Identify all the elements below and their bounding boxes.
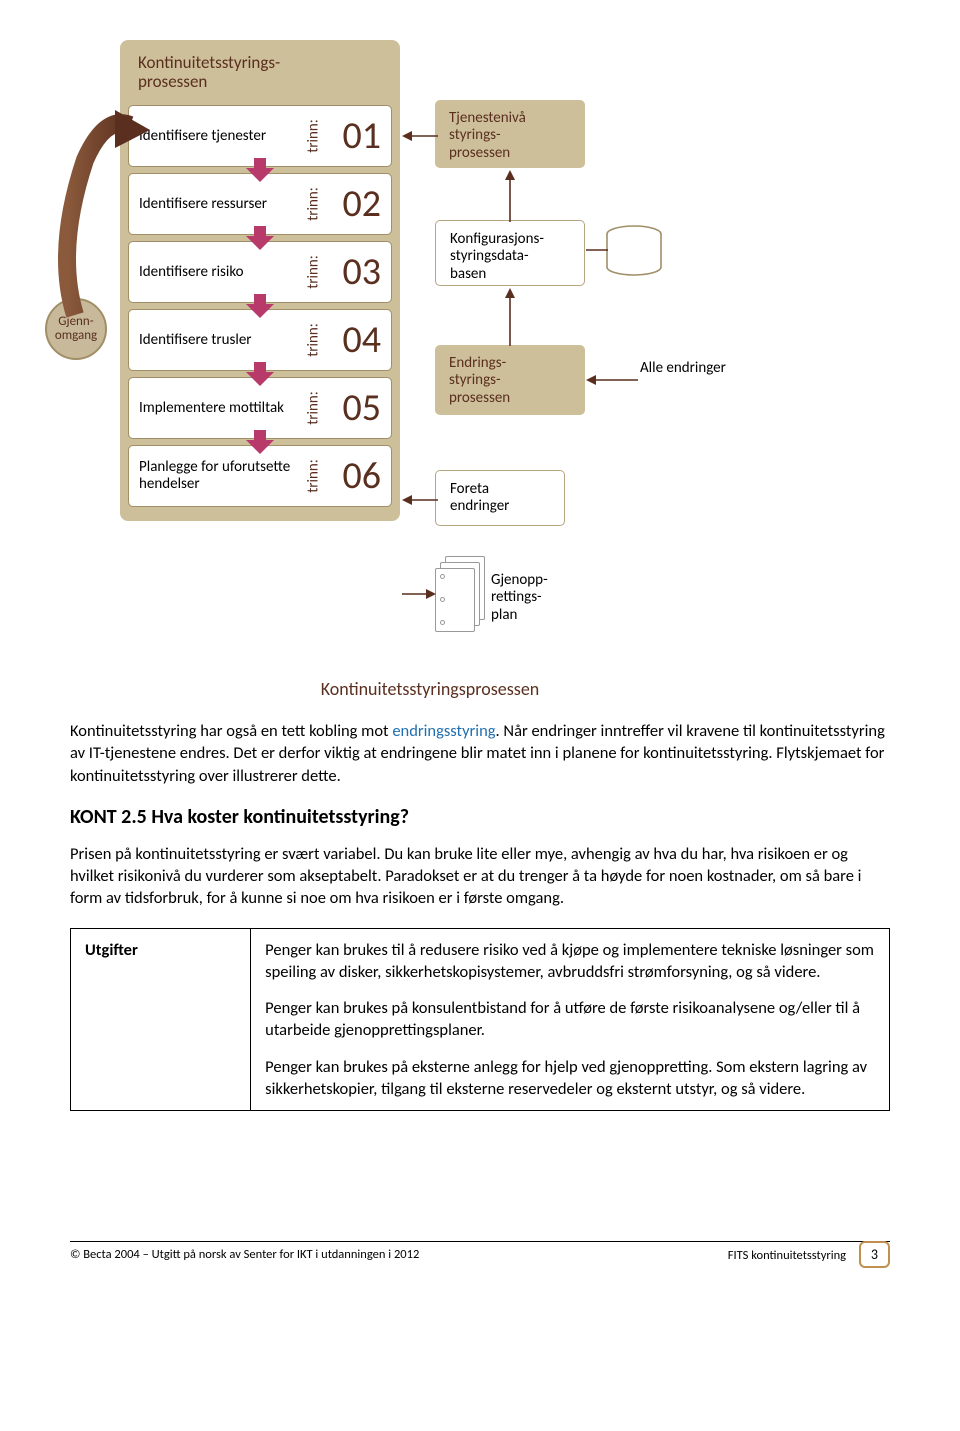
down-arrow-icon: [246, 226, 274, 250]
down-arrow-icon: [246, 294, 274, 318]
table-header-left: Utgifter: [71, 928, 251, 1111]
down-arrow-icon: [246, 362, 274, 386]
page-footer: © Becta 2004 – Utgitt på norsk av Senter…: [70, 1241, 890, 1263]
down-arrow-icon: [246, 430, 274, 454]
database-icon: [605, 225, 663, 277]
arrow-db-to-konfig: [586, 244, 608, 256]
loop-arrow: [50, 100, 160, 400]
paragraph-1: Kontinuitetsstyring har også en tett kob…: [70, 720, 890, 787]
tjenesteniva-box: Tjenestenivå styrings-prosessen: [435, 100, 585, 168]
expenses-table: Utgifter Penger kan brukes til å reduser…: [70, 928, 890, 1112]
table-content-cell: Penger kan brukes til å redusere risiko …: [251, 928, 890, 1111]
arrow-endrings-up: [504, 288, 516, 346]
step-box-4: Identifisere truslertrinn:04: [128, 309, 392, 371]
diagram-caption: Kontinuitetsstyringsprosessen: [70, 678, 790, 700]
main-process-column: Kontinuitetsstyrings-prosessen Identifis…: [120, 40, 400, 521]
arrow-foreta-to-step5: [402, 494, 438, 506]
step-box-2: Identifisere ressursertrinn:02: [128, 173, 392, 235]
arrow-step6-to-doc: [402, 588, 436, 600]
step-box-5: Implementere mottiltaktrinn:05: [128, 377, 392, 439]
step-box-3: Identifisere risikotrinn:03: [128, 241, 392, 303]
foreta-box: Foreta endringer: [435, 470, 565, 526]
endrings-box: Endrings-styrings-prosessen: [435, 345, 585, 415]
paragraph-2: Prisen på kontinuitetsstyring er svært v…: [70, 843, 890, 910]
main-process-title: Kontinuitetsstyrings-prosessen: [128, 48, 392, 105]
process-diagram: Kontinuitetsstyrings-prosessen Identifis…: [70, 40, 790, 670]
footer-doc-title: FITS kontinuitetsstyring: [728, 1248, 846, 1263]
alle-endringer-label: Alle endringer: [640, 360, 730, 377]
section-heading: KONT 2.5 Hva koster kontinuitetsstyring?: [70, 805, 890, 829]
gjenopp-label: Gjenopp-rettings-plan: [491, 572, 548, 624]
document-stack: Gjenopp-rettings-plan: [435, 556, 548, 632]
step-box-6: Planlegge for uforutsette hendelsertrinn…: [128, 445, 392, 507]
arrow-tj-to-step1: [402, 130, 438, 142]
down-arrow-icon: [246, 158, 274, 182]
arrow-alle-to-endrings: [586, 374, 638, 386]
konfig-box: Konfigurasjons-styringsdata-basen: [435, 220, 585, 286]
page-number: 3: [859, 1241, 890, 1268]
footer-copyright: © Becta 2004 – Utgitt på norsk av Senter…: [70, 1247, 419, 1262]
arrow-konfig-up: [504, 170, 516, 222]
step-box-1: Identifisere tjenestertrinn:01: [128, 105, 392, 167]
endringsstyring-link[interactable]: endringsstyring: [392, 721, 495, 741]
